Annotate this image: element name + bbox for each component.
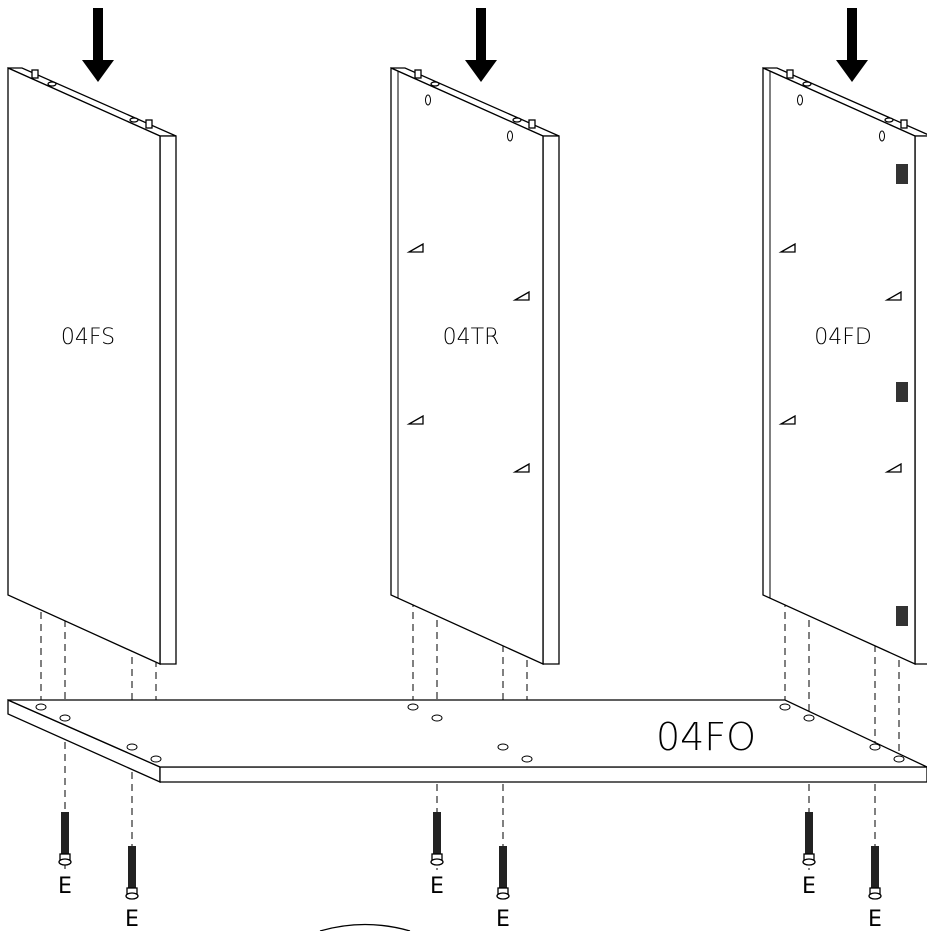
arrow bbox=[465, 8, 497, 82]
base-panel: 04FO bbox=[7, 699, 927, 784]
screw-label: E bbox=[58, 874, 72, 899]
base-label: 04FO bbox=[656, 715, 756, 759]
screw-label: E bbox=[430, 874, 444, 899]
screw bbox=[430, 811, 444, 866]
screw bbox=[125, 845, 139, 900]
arrow bbox=[836, 8, 868, 82]
screw bbox=[496, 845, 510, 900]
screw-label: E bbox=[496, 907, 510, 931]
panel-label: 04FS bbox=[61, 325, 115, 350]
panel: 04FS bbox=[7, 67, 177, 665]
panel: 04TR bbox=[390, 67, 560, 665]
screw-label: E bbox=[125, 907, 139, 931]
screw bbox=[58, 811, 72, 866]
panel-label: 04TR bbox=[443, 325, 500, 350]
panel: 04FD bbox=[762, 67, 927, 665]
screw-label: E bbox=[802, 874, 816, 899]
arrow bbox=[82, 8, 114, 82]
arc bbox=[319, 923, 411, 931]
screw bbox=[868, 845, 882, 900]
panel-label: 04FD bbox=[814, 325, 872, 350]
screw-label: E bbox=[868, 907, 882, 931]
screw bbox=[802, 811, 816, 866]
